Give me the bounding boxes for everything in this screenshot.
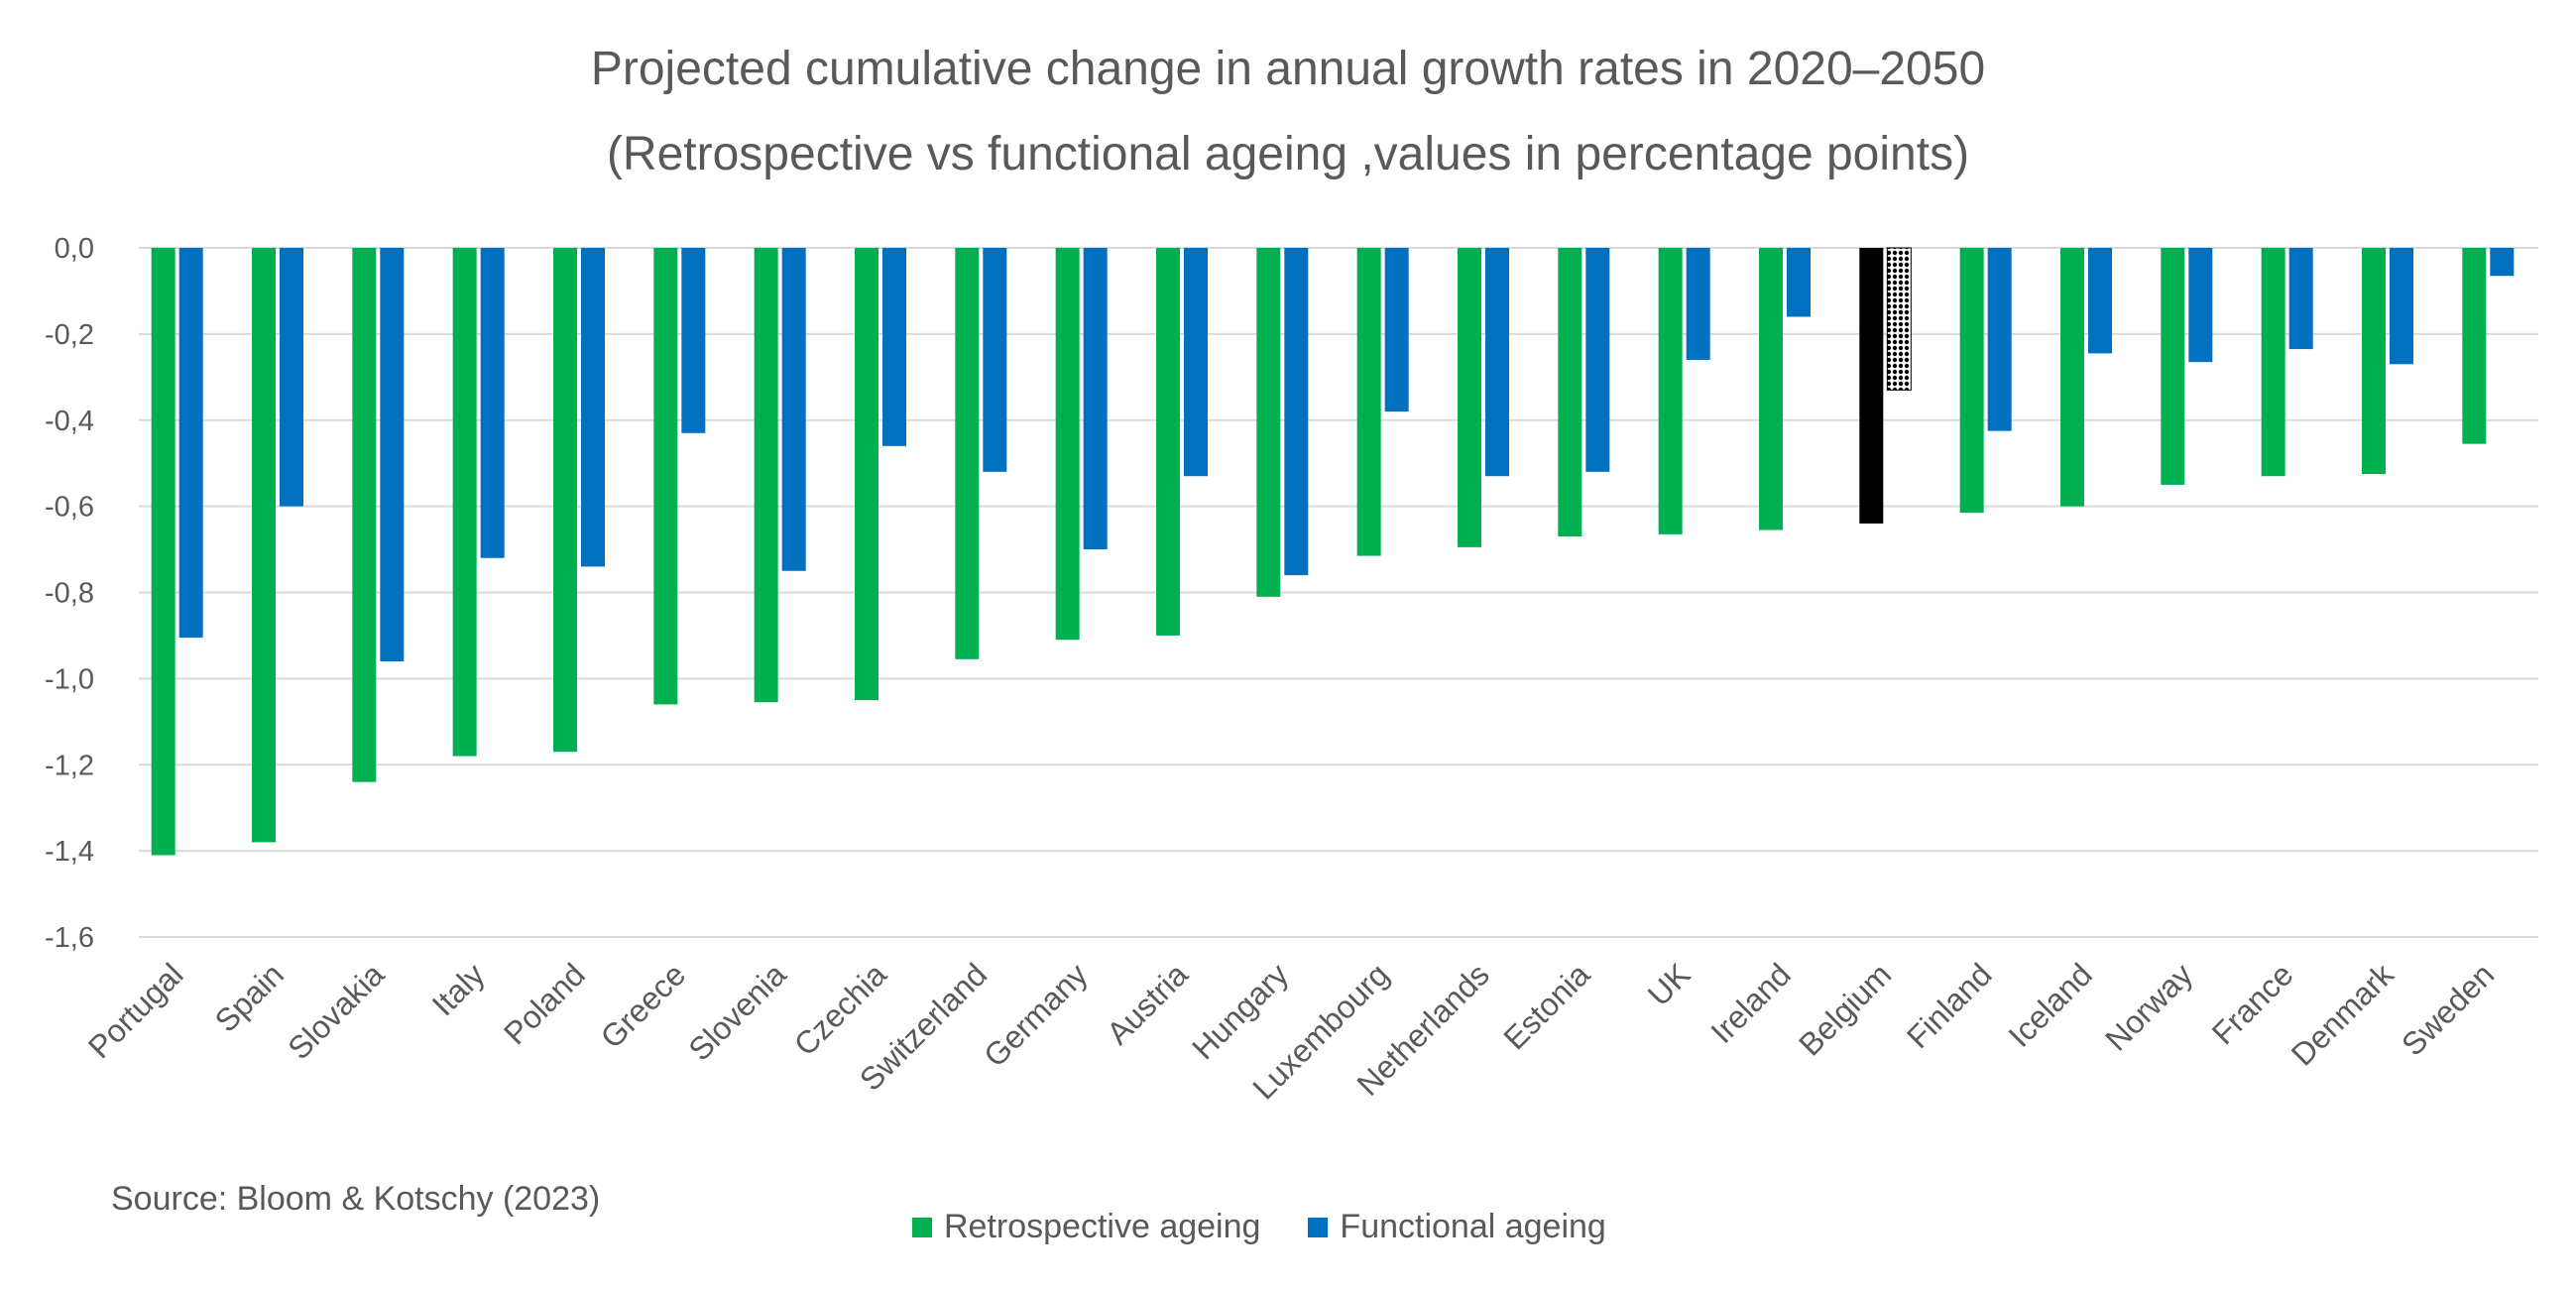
legend-label-functional: Functional ageing — [1340, 1208, 1606, 1245]
bar-retrospective — [1759, 248, 1783, 530]
bar-retrospective — [855, 248, 878, 701]
y-tick-label: -0,6 — [45, 492, 94, 524]
bar-functional — [1585, 248, 1610, 472]
bar-retrospective — [1256, 248, 1281, 597]
x-tick-label: Sweden — [2395, 956, 2501, 1062]
bar-retrospective — [1558, 248, 1582, 537]
bar-retrospective — [1156, 248, 1180, 636]
bar-retrospective — [2161, 248, 2185, 485]
x-tick-label: Poland — [497, 956, 592, 1051]
x-tick-label: Greece — [594, 956, 693, 1055]
bar-functional — [1686, 248, 1710, 360]
bar-retrospective — [1055, 248, 1080, 641]
x-tick-label: Denmark — [2284, 956, 2401, 1073]
x-tick-label: Ireland — [1703, 956, 1798, 1050]
gridlines — [139, 247, 2538, 938]
bar-functional — [2490, 248, 2515, 277]
bar-functional — [178, 248, 203, 639]
bar-functional — [280, 248, 303, 507]
bar-functional — [480, 248, 505, 558]
bar-functional — [2088, 248, 2112, 354]
bar-retrospective — [653, 248, 678, 705]
bar-retrospective — [1356, 248, 1381, 556]
bar-functional — [2390, 248, 2413, 365]
bar-functional — [781, 248, 806, 571]
x-tick-label: UK — [1641, 956, 1698, 1012]
y-tick-label: -1,2 — [45, 750, 94, 781]
bar-functional — [2288, 248, 2313, 350]
x-tick-label: Slovenia — [681, 956, 792, 1067]
y-tick-label: 0,0 — [55, 233, 94, 265]
x-tick-label: Estonia — [1496, 956, 1596, 1056]
bar-retrospective — [1959, 248, 1984, 514]
bar-retrospective — [1658, 248, 1683, 534]
x-tick-label: Norway — [2098, 956, 2199, 1057]
legend-item-retrospective: Retrospective ageing — [912, 1208, 1260, 1246]
bar-functional — [1284, 248, 1309, 576]
x-tick-label: Spain — [208, 956, 291, 1038]
bar-retrospective — [1859, 248, 1884, 524]
chart-title: Projected cumulative change in annual gr… — [590, 43, 1986, 95]
bar-retrospective — [2261, 248, 2285, 477]
x-tick-label: Portugal — [81, 956, 190, 1065]
bar-retrospective — [2462, 248, 2487, 444]
bar-functional — [581, 248, 605, 567]
bar-retrospective — [553, 248, 577, 753]
y-tick-label: -0,8 — [45, 578, 94, 610]
y-tick-label: -0,2 — [45, 319, 94, 351]
bar-functional — [1083, 248, 1108, 550]
x-tick-label: Italy — [425, 956, 492, 1022]
y-axis: 0,0 -0,2 -0,4 -0,6 -0,8 -1,0 -1,2 -1,4 -1,6 — [45, 233, 94, 954]
bar-retrospective — [151, 248, 176, 856]
bar-functional — [1384, 248, 1409, 412]
bar-retrospective — [754, 248, 778, 703]
bar-retrospective — [2060, 248, 2084, 507]
legend-swatch-functional — [1308, 1217, 1329, 1237]
y-tick-label: -1,6 — [45, 922, 94, 954]
bar-retrospective — [352, 248, 377, 782]
y-tick-label: -1,0 — [45, 663, 94, 695]
chart-subtitle: (Retrospective vs functional ageing ,val… — [606, 128, 1970, 180]
x-tick-label: Slovakia — [281, 956, 391, 1066]
x-tick-label: Finland — [1900, 956, 1999, 1055]
x-tick-label: Belgium — [1792, 956, 1898, 1062]
bar-functional — [983, 248, 1007, 472]
bar-functional — [681, 248, 706, 433]
legend: Retrospective ageing Functional ageing — [912, 1208, 1654, 1246]
source-note: Source: Bloom & Kotschy (2023) — [111, 1180, 601, 1218]
y-tick-label: -1,4 — [45, 836, 94, 868]
legend-item-functional: Functional ageing — [1308, 1208, 1606, 1246]
bar-retrospective — [452, 248, 477, 757]
bar-retrospective — [252, 248, 276, 843]
bar-functional — [1787, 248, 1811, 317]
bar-functional — [380, 248, 405, 661]
bar-functional — [882, 248, 906, 446]
bar-retrospective — [1458, 248, 1481, 547]
legend-swatch-retrospective — [912, 1217, 932, 1237]
x-tick-label: Iceland — [2002, 956, 2099, 1053]
bar-retrospective — [955, 248, 980, 659]
legend-label-retrospective: Retrospective ageing — [944, 1208, 1261, 1245]
bar-retrospective — [2362, 248, 2386, 475]
x-tick-label: Germany — [977, 956, 1095, 1074]
bar-functional — [1184, 248, 1208, 477]
bar-functional — [2188, 248, 2213, 363]
bar-functional — [1987, 248, 2012, 431]
x-tick-label: France — [2205, 956, 2300, 1051]
y-tick-label: -0,4 — [45, 406, 94, 437]
bar-functional — [1485, 248, 1509, 477]
x-tick-label: Austria — [1100, 956, 1195, 1051]
bar-functional — [1886, 247, 1912, 391]
bars — [151, 247, 2515, 856]
